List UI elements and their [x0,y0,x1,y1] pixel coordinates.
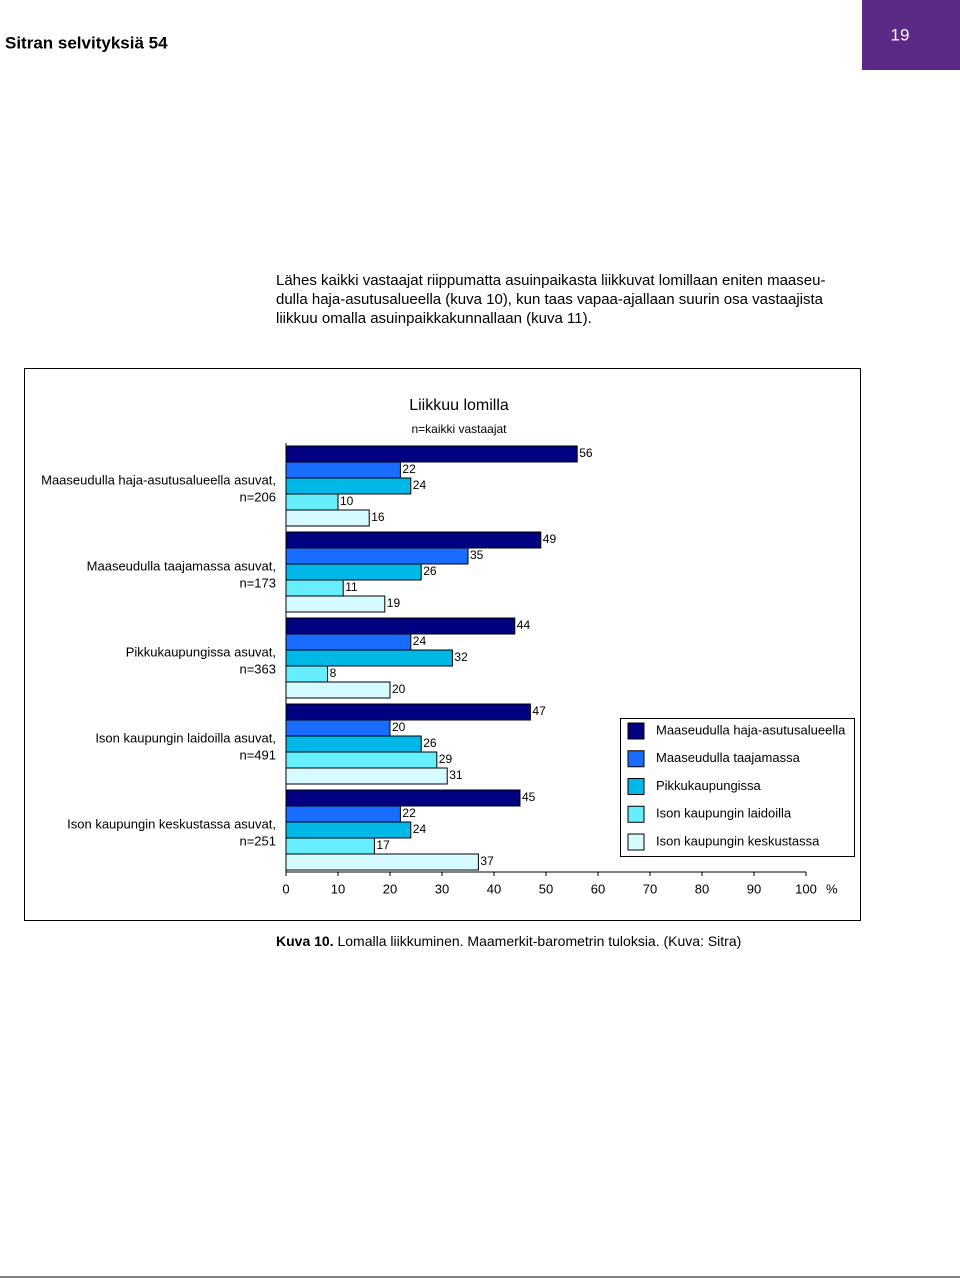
value-label: 19 [387,596,401,610]
bar [285,445,578,463]
value-label: 44 [517,618,531,632]
x-tick-label: 80 [695,881,709,896]
value-label: 24 [413,822,427,836]
value-label: 49 [543,532,557,546]
legend-swatch [627,833,645,851]
header-title: Sitran selvityksiä 54 [5,33,168,52]
bar [285,789,521,807]
x-tick-label: 0 [282,881,289,896]
paragraph-line: dulla haja-asutusalueella (kuva 10), kun… [276,291,824,308]
bar [285,595,386,613]
bar [285,837,375,855]
paragraph-line: liikkuu omalla asuinpaikkakunnallaan (ku… [276,310,592,327]
bar [285,821,412,839]
category-label: n=363 [239,661,276,676]
caption: Kuva 10. Lomalla liikkuminen. Maamerkit-… [276,933,741,949]
legend-label: Pikkukaupungissa [656,778,762,793]
chart-subtitle: n=kaikki vastaajat [411,422,507,436]
value-label: 45 [522,790,536,804]
category-label: Ison kaupungin laidoilla asuvat, [95,730,276,745]
paragraph: Lähes kaikki vastaajat riippumatta asuin… [276,272,825,327]
chart-title: Liikkuu lomilla [409,397,509,414]
legend-swatch [627,722,645,740]
x-tick-label: 20 [383,881,397,896]
chart-frame [24,368,861,921]
value-label: 29 [439,752,453,766]
bar [285,751,438,769]
x-tick-label: 60 [591,881,605,896]
legend-label: Maaseudulla haja-asutusalueella [656,722,846,737]
chart: 0 10 20 30 40 50 60 70 80 90 100 % Maaseudulla haja-… [41,443,855,896]
value-label: 22 [402,462,416,476]
value-label: 17 [376,838,390,852]
bar [285,579,344,597]
x-unit: % [826,881,838,896]
bar [285,509,370,527]
x-tick-label: 10 [331,881,345,896]
value-label: 26 [423,564,437,578]
bar [285,665,329,683]
bar [285,563,422,581]
value-label: 24 [413,634,427,648]
x-tick-label: 30 [435,881,449,896]
bar [285,703,531,721]
value-label: 26 [423,736,437,750]
value-label: 37 [480,854,494,868]
x-tick-label: 70 [643,881,657,896]
value-label: 31 [449,768,463,782]
bar [285,477,412,495]
legend-swatch [627,778,645,795]
legend-box [620,718,855,857]
value-label: 20 [392,720,406,734]
bar [285,649,453,667]
category-label: n=251 [239,833,276,848]
legend-label: Maaseudulla taajamassa [656,750,801,765]
bar [285,547,469,565]
bar [285,767,448,785]
x-tick-label: 40 [487,881,501,896]
value-label: 22 [402,806,416,820]
bar [285,493,339,511]
bar [285,805,401,823]
bar [285,681,391,699]
value-label: 16 [371,510,385,524]
bar [285,853,479,871]
legend-label: Ison kaupungin laidoilla [656,806,792,821]
page-number: 19 [891,25,910,44]
paragraph-line: Lähes kaikki vastaajat riippumatta asuin… [276,272,825,289]
value-label: 56 [579,446,593,460]
category-label: n=491 [239,747,276,762]
category-label: Maaseudulla taajamassa asuvat, [87,558,276,573]
caption-label: Kuva 10. [276,933,334,949]
value-label: 35 [470,548,484,562]
value-label: 32 [454,650,468,664]
bar [285,633,412,651]
x-tick-label: 100 [795,881,817,896]
category-label: Ison kaupungin keskustassa asuvat, [67,816,276,831]
category-label: n=206 [239,489,276,504]
x-tick-label: 90 [747,881,761,896]
bar [285,735,422,753]
value-label: 24 [413,478,427,492]
legend-swatch [627,805,645,823]
value-label: 8 [330,666,337,680]
category-label: n=173 [239,575,276,590]
caption-text: Lomalla liikkuminen. Maamerkit-barometri… [337,933,741,949]
bar [285,617,516,635]
bar [285,531,542,549]
value-label: 47 [532,704,546,718]
legend-swatch [627,750,645,768]
legend-label: Ison kaupungin keskustassa [656,833,820,848]
bar [285,719,391,737]
value-label: 10 [340,494,354,508]
page-box [862,0,960,70]
category-label: Maaseudulla haja-asutusalueella asuvat, [41,472,276,487]
x-tick-label: 50 [539,881,553,896]
category-label: Pikkukaupungissa asuvat, [126,644,276,659]
bar [285,461,401,479]
value-label: 20 [392,682,406,696]
value-label: 11 [345,580,358,594]
